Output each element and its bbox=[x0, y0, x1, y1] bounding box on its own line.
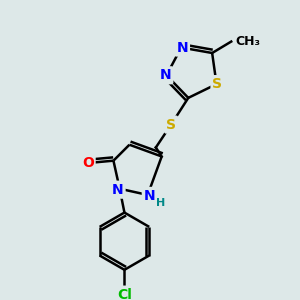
Text: N: N bbox=[160, 68, 171, 82]
Text: Cl: Cl bbox=[117, 288, 132, 300]
Text: N: N bbox=[176, 40, 188, 55]
Text: O: O bbox=[82, 156, 94, 170]
Text: S: S bbox=[212, 77, 223, 91]
Text: N: N bbox=[112, 183, 124, 197]
Text: N: N bbox=[144, 189, 155, 203]
Text: S: S bbox=[166, 118, 176, 132]
Text: CH₃: CH₃ bbox=[235, 35, 260, 48]
Text: H: H bbox=[156, 198, 166, 208]
